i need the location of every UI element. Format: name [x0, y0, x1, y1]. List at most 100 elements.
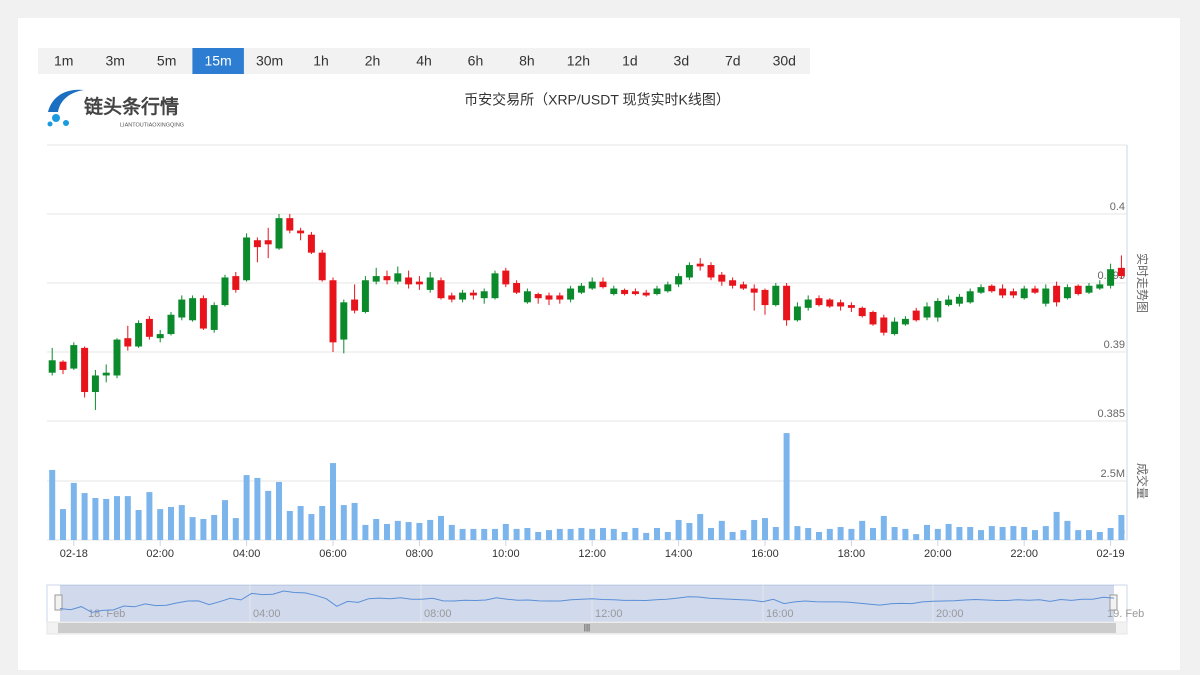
navigator-handle[interactable]	[1109, 594, 1118, 611]
volume-bar	[49, 469, 56, 540]
volume-bar	[1075, 530, 1082, 540]
timeframe-button[interactable]: 1m	[54, 53, 73, 69]
candle-body	[988, 285, 996, 292]
volume-bar	[232, 518, 239, 540]
candle-body	[685, 265, 693, 278]
x-tick-label: 02-19	[1097, 548, 1125, 560]
x-tick-label: 22:00	[1010, 548, 1038, 560]
volume-bar	[578, 527, 585, 540]
timeframe-button[interactable]: 3m	[105, 53, 124, 69]
timeframe-button[interactable]: 15m	[204, 53, 231, 69]
volume-bar	[686, 523, 693, 540]
candle-body	[761, 289, 769, 306]
timeframe-button[interactable]: 30m	[256, 53, 283, 69]
volume-bar	[794, 526, 801, 540]
candle-body	[523, 291, 531, 303]
candle-body	[880, 317, 888, 333]
candle-body	[653, 288, 661, 295]
candle-body	[772, 285, 780, 306]
volume-bar	[632, 527, 639, 540]
volume-bar	[459, 528, 466, 540]
candle-body	[610, 288, 618, 295]
navigator-label: 18. Feb	[88, 608, 125, 620]
volume-bar	[664, 531, 671, 540]
navigator-label: 12:00	[595, 608, 623, 620]
x-tick-label: 02:00	[146, 548, 174, 560]
navigator-label: 20:00	[936, 608, 964, 620]
candle-body	[394, 273, 402, 282]
x-tick-label: 10:00	[492, 548, 520, 560]
navigator-selection[interactable]	[60, 585, 1114, 622]
timeframe-button[interactable]: 12h	[567, 53, 590, 69]
timeframe-button[interactable]: 1h	[313, 53, 329, 69]
navigator-handle[interactable]	[54, 594, 63, 611]
volume-bar	[135, 510, 142, 540]
volume-bar	[643, 532, 650, 540]
candle-body	[491, 273, 499, 299]
timeframe-button[interactable]: 6h	[468, 53, 484, 69]
timeframe-button-active[interactable]	[192, 48, 244, 74]
chart-title: 币安交易所（XRP/USDT 现货实时K线图）	[464, 92, 730, 108]
candle-body	[826, 299, 834, 307]
candle-body	[189, 298, 197, 321]
volume-bar	[783, 433, 790, 540]
candle-body	[945, 299, 953, 306]
candle-body	[372, 276, 380, 282]
candle-body	[1053, 285, 1061, 303]
timeframe-button[interactable]: 5m	[157, 53, 176, 69]
scrollbar-thumb[interactable]	[58, 623, 1116, 633]
candle-body	[545, 295, 553, 300]
candle-body	[955, 296, 963, 304]
volume-bar	[308, 514, 315, 540]
candle-body	[502, 270, 510, 285]
volume-bar	[1064, 520, 1071, 540]
y-tick-label: 0.385	[1097, 408, 1125, 420]
candle-body	[124, 338, 132, 347]
candle-body	[253, 240, 261, 248]
volume-bar	[805, 527, 812, 540]
candle-body	[113, 339, 121, 376]
candle-body	[135, 323, 143, 347]
candle-body	[642, 292, 650, 296]
volume-bar	[621, 531, 628, 540]
candle-body	[1042, 288, 1050, 304]
volume-bar	[189, 517, 196, 540]
candle-body	[81, 347, 89, 393]
volume-bar	[913, 534, 920, 540]
candle-body	[426, 277, 434, 290]
volume-bar	[524, 527, 531, 540]
volume-bar	[297, 506, 304, 540]
volume-bar	[168, 506, 174, 540]
volume-bar	[880, 515, 887, 540]
timeframe-bar	[38, 48, 810, 74]
volume-bar	[772, 527, 779, 540]
candle-body	[1020, 288, 1028, 299]
timeframe-button[interactable]: 3d	[674, 53, 690, 69]
volume-bar	[945, 523, 952, 540]
candle-body	[621, 289, 629, 295]
candle-body	[577, 285, 585, 293]
candle-body	[48, 360, 56, 373]
x-tick-label: 08:00	[406, 548, 434, 560]
candle-body	[243, 237, 251, 281]
candle-body	[145, 318, 153, 337]
x-tick-label: 18:00	[838, 548, 866, 560]
timeframe-button[interactable]: 4h	[416, 53, 432, 69]
candle-body	[534, 294, 542, 299]
candle-body	[1063, 287, 1071, 299]
timeframe-button[interactable]: 30d	[773, 53, 796, 69]
volume-bar	[502, 523, 509, 540]
timeframe-button[interactable]: 8h	[519, 53, 535, 69]
volume-bar	[870, 527, 876, 540]
timeframe-button[interactable]: 2h	[365, 53, 381, 69]
candle-body	[405, 277, 413, 285]
timeframe-button[interactable]: 7d	[725, 53, 741, 69]
timeframe-button[interactable]: 1d	[622, 53, 638, 69]
candle-body	[556, 295, 564, 300]
candle-body	[1117, 267, 1125, 277]
volume-bar	[675, 519, 682, 540]
candle-body	[1074, 285, 1082, 295]
candle-body	[815, 298, 823, 306]
volume-bar	[589, 528, 596, 540]
